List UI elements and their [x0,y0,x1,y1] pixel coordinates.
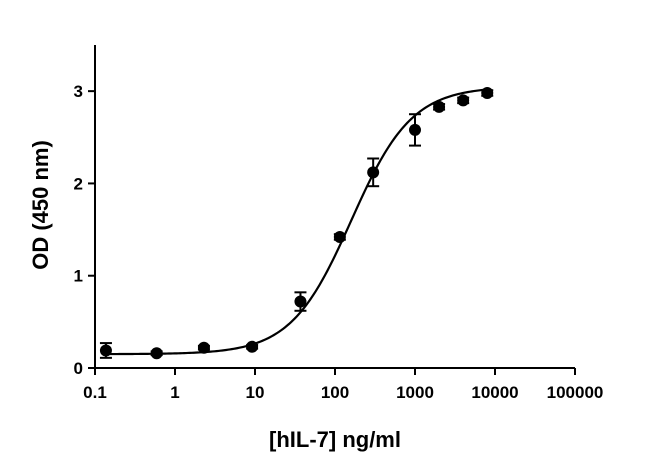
x-tick-label: 100 [321,383,349,402]
data-point [367,166,380,179]
data-point [409,123,421,136]
x-axis: 0.1 1 10 100 1000 10000 100000 [83,367,604,402]
plot-area: 0 1 2 3 0.1 1 10 100 1000 10000 100000 [74,45,604,402]
x-tick-label: 0.1 [83,383,107,402]
data-point [246,340,259,353]
y-tick-label: 1 [74,267,83,286]
fit-curve [105,88,488,356]
y-axis-title: OD (450 nm) [28,140,53,270]
data-point [481,86,494,99]
y-tick-label: 2 [74,174,83,193]
y-axis: 0 1 2 3 [74,45,96,378]
data-point-group [367,157,380,188]
data-point [333,230,346,243]
data-point-group [246,340,259,353]
y-tick-label: 3 [74,82,83,101]
data-point-group [333,230,346,243]
x-axis-title: [hIL-7] ng/ml [269,427,401,452]
y-tick-label: 0 [74,359,83,378]
data-point-group [433,100,446,113]
x-tick-label: 1 [170,383,179,402]
data-point-group [197,341,210,354]
x-tick-label: 1000 [396,383,434,402]
data-point-group [294,291,307,312]
data-point [99,344,112,357]
data-point-group [409,113,421,147]
data-point [150,347,163,360]
data-points [99,86,494,360]
data-point [197,341,210,354]
data-point [433,100,446,113]
data-point-group [150,347,163,360]
data-point-group [99,342,112,359]
x-tick-label: 10000 [471,383,518,402]
data-point [457,94,470,107]
x-tick-label: 100000 [547,383,604,402]
data-point [294,295,307,308]
data-point-group [481,86,494,99]
data-point-group [457,94,470,107]
x-tick-label: 10 [246,383,265,402]
